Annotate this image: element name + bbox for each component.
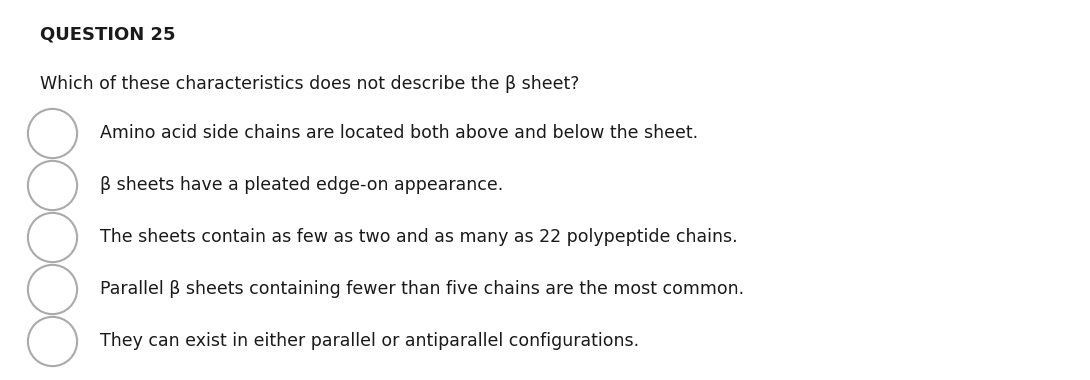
Point: [44, 182, 61, 188]
Text: β sheets have a pleated edge-on appearance.: β sheets have a pleated edge-on appearan…: [100, 176, 504, 194]
Point: [44, 338, 61, 344]
Point: [44, 286, 61, 292]
Text: They can exist in either parallel or antiparallel configurations.: They can exist in either parallel or ant…: [100, 332, 639, 350]
Text: QUESTION 25: QUESTION 25: [40, 25, 175, 43]
Text: Which of these characteristics does not describe the β sheet?: Which of these characteristics does not …: [40, 75, 580, 93]
Point: [44, 234, 61, 240]
Text: Parallel β sheets containing fewer than five chains are the most common.: Parallel β sheets containing fewer than …: [100, 280, 744, 298]
Text: Amino acid side chains are located both above and below the sheet.: Amino acid side chains are located both …: [100, 124, 698, 142]
Point: [44, 130, 61, 136]
Text: The sheets contain as few as two and as many as 22 polypeptide chains.: The sheets contain as few as two and as …: [100, 228, 738, 246]
